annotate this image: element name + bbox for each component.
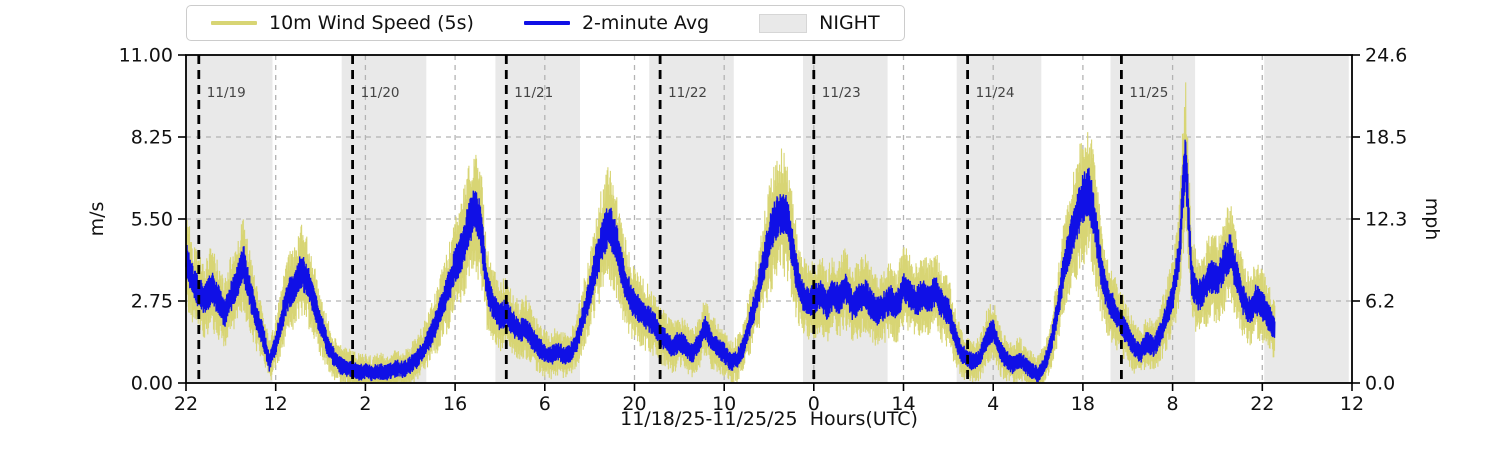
x-tick-label: 18 — [1071, 393, 1095, 415]
y-tick-label-left: 8.25 — [131, 127, 173, 149]
night-patch-swatch — [759, 13, 808, 33]
x-tick-label: 12 — [264, 393, 288, 415]
y-tick-label-right: 6.2 — [1365, 291, 1395, 313]
x-tick-label: 0 — [808, 393, 820, 415]
day-label: 11/20 — [361, 85, 400, 101]
day-label: 11/19 — [207, 85, 246, 101]
avg-series — [185, 139, 1276, 383]
x-tick-label: 6 — [539, 393, 551, 415]
wind-speed-line-swatch — [211, 21, 257, 25]
y-tick-label-right: 12.3 — [1365, 209, 1407, 231]
y-tick-label-right: 18.5 — [1365, 127, 1407, 149]
avg-line-swatch — [523, 21, 570, 25]
night-band — [341, 55, 427, 383]
x-tick-label: 14 — [891, 393, 915, 415]
y-tick-label-right: 0.0 — [1365, 373, 1395, 395]
legend-label-2min-avg: 2-minute Avg — [581, 12, 710, 34]
legend-label-wind-speed: 10m Wind Speed (5s) — [269, 12, 474, 34]
day-label: 11/21 — [514, 85, 553, 101]
y-tick-label-right: 24.6 — [1365, 45, 1407, 67]
x-tick-label: 20 — [622, 393, 646, 415]
y-tick-label-left: 11.00 — [119, 45, 173, 67]
x-axis-label: 11/18/25-11/25/25 Hours(UTC) — [620, 408, 918, 430]
x-tick-label: 10 — [712, 393, 736, 415]
x-tick-label: 22 — [1250, 393, 1274, 415]
y-tick-label-left: 5.50 — [131, 209, 173, 231]
legend-item-night: NIGHT — [759, 12, 880, 34]
day-label: 11/25 — [1129, 85, 1168, 101]
day-label: 11/22 — [668, 85, 707, 101]
legend-item-2min-avg: 2-minute Avg — [523, 12, 710, 34]
y-tick-label-left: 0.00 — [131, 373, 173, 395]
day-label: 11/24 — [976, 85, 1015, 101]
x-tick-label: 22 — [174, 393, 198, 415]
legend-item-wind-speed: 10m Wind Speed (5s) — [211, 12, 474, 34]
x-tick-label: 2 — [359, 393, 371, 415]
y-tick-label-left: 2.75 — [131, 291, 173, 313]
x-tick-label: 16 — [443, 393, 467, 415]
day-label: 11/23 — [822, 85, 861, 101]
legend: 10m Wind Speed (5s) 2-minute Avg NIGHT — [186, 5, 905, 41]
x-tick-label: 8 — [1167, 393, 1179, 415]
legend-label-night: NIGHT — [819, 12, 880, 34]
x-tick-label: 12 — [1340, 393, 1364, 415]
x-tick-label: 4 — [987, 393, 999, 415]
